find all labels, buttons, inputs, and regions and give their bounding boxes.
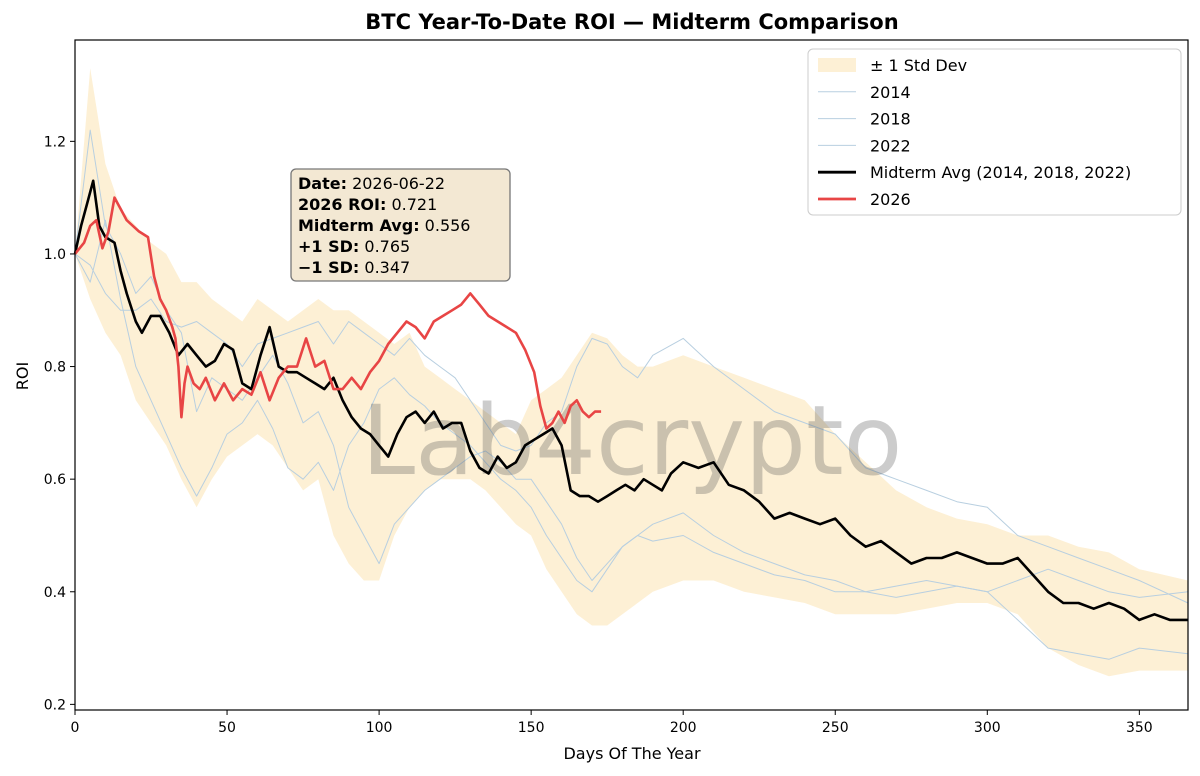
legend-rows: ± 1 Std Dev 2014 2018 2022 Midterm Avg (2014… [818, 56, 1131, 209]
watermark: Lab4crypto [362, 385, 903, 497]
y-tick-label: 0.2 [44, 697, 66, 713]
tooltip-key: Midterm Avg: [298, 216, 420, 235]
x-axis-label: Days Of The Year [563, 744, 700, 763]
x-axis-ticks: 0 50 100 150 200 250 300 350 [71, 710, 1153, 736]
plot-frame [74, 39, 1189, 711]
tooltip-rows: Date: 2026-06-22 2026 ROI: 0.721 Midterm A… [298, 174, 470, 277]
legend: ± 1 Std Dev 2014 2018 2022 Midterm Avg (2014… [807, 48, 1182, 216]
y-tick-label: 0.6 [44, 472, 66, 488]
midterm-avg-layer [73, 179, 1188, 622]
series-line-2026 [73, 196, 602, 430]
series-line-midterm-avg-2014-2018-2022 [73, 179, 1188, 622]
legend-label: Midterm Avg (2014, 2018, 2022) [870, 163, 1131, 182]
x-tick-label: 100 [366, 720, 393, 736]
y-tick-label: 0.4 [44, 585, 66, 601]
y-axis-ticks: 0.2 0.4 0.6 0.8 1.0 1.2 [44, 134, 75, 713]
tooltip-value: 0.556 [420, 216, 471, 235]
y-axis-label: ROI [13, 362, 32, 390]
x-tick-label: 250 [822, 720, 849, 736]
tooltip-value: 0.347 [359, 258, 410, 277]
x-tick-label: 50 [218, 720, 236, 736]
legend-box [807, 48, 1182, 216]
tooltip-value: 0.721 [386, 195, 437, 214]
x-tick-label: 350 [1126, 720, 1153, 736]
x-tick-label: 150 [518, 720, 545, 736]
plot-area: Lab4crypto [73, 39, 1189, 711]
legend-label: 2018 [870, 110, 911, 129]
tooltip-row: Date: 2026-06-22 [298, 174, 445, 193]
tooltip-key: +1 SD: [298, 237, 359, 256]
tooltip-key: −1 SD: [298, 258, 359, 277]
chart-title: BTC Year-To-Date ROI — Midterm Compariso… [365, 10, 898, 34]
info-tooltip: Date: 2026-06-22 2026 ROI: 0.721 Midterm A… [290, 168, 511, 282]
series-line-2018 [74, 219, 1189, 660]
y-tick-label: 1.0 [44, 247, 66, 263]
tooltip-value: 0.765 [359, 237, 410, 256]
legend-swatch-band [818, 58, 856, 72]
legend-label: 2014 [870, 83, 911, 102]
current-year-layer [73, 196, 602, 430]
series-line-2014 [74, 129, 1189, 598]
legend-label: 2022 [870, 136, 911, 155]
y-tick-label: 1.2 [44, 134, 66, 150]
std-dev-band [75, 68, 1188, 677]
tooltip-row: −1 SD: 0.347 [298, 258, 410, 277]
std-dev-band-layer [75, 68, 1188, 677]
y-tick-label: 0.8 [44, 360, 66, 376]
x-tick-label: 300 [974, 720, 1001, 736]
tooltip-key: Date: [298, 174, 347, 193]
x-tick-label: 0 [71, 720, 80, 736]
series-line-2022 [74, 253, 1189, 604]
legend-label: ± 1 Std Dev [870, 56, 967, 75]
tooltip-row: 2026 ROI: 0.721 [298, 195, 437, 214]
x-tick-label: 200 [670, 720, 697, 736]
tooltip-value: 2026-06-22 [347, 174, 445, 193]
tooltip-box [290, 168, 511, 282]
tooltip-key: 2026 ROI: [298, 195, 386, 214]
year-lines-layer [74, 129, 1189, 660]
legend-label: 2026 [870, 190, 911, 209]
tooltip-row: +1 SD: 0.765 [298, 237, 410, 256]
tooltip-row: Midterm Avg: 0.556 [298, 216, 470, 235]
